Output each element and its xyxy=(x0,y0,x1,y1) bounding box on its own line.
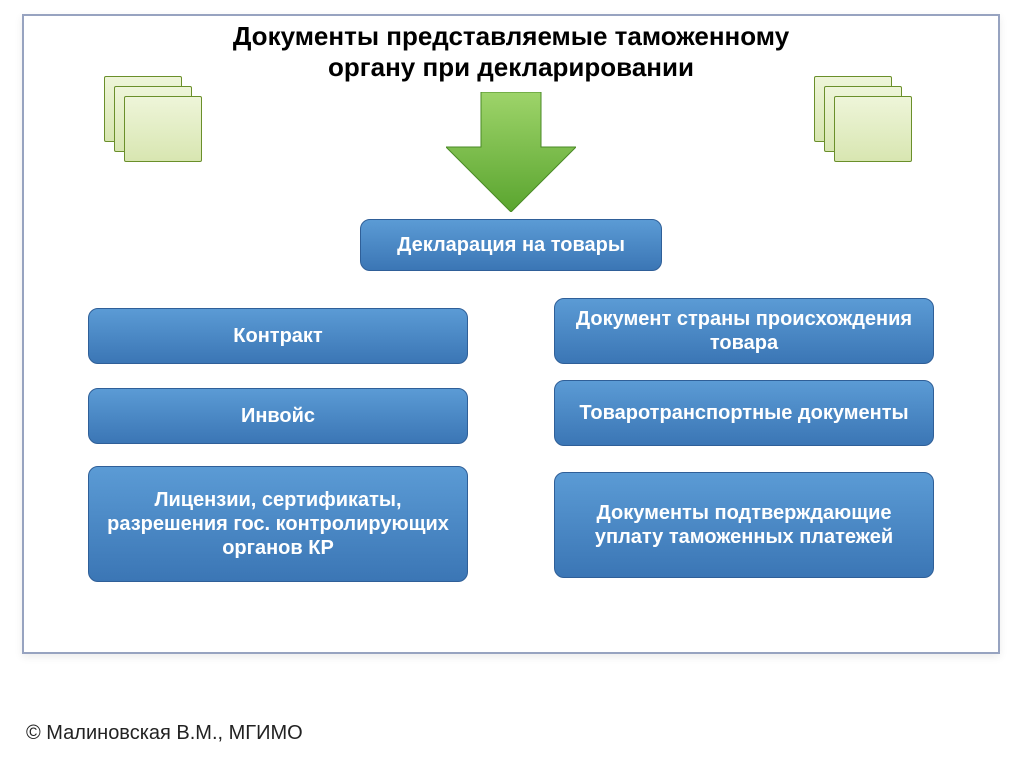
box-label: Лицензии, сертификаты, разрешения гос. к… xyxy=(99,488,457,560)
box-label: Документ страны происхождения товара xyxy=(565,307,923,355)
box-origin-doc: Документ страны происхождения товара xyxy=(554,298,934,364)
footer-credit: © Малиновская В.М., МГИМО xyxy=(26,722,303,745)
box-payment-docs: Документы подтверждающие уплату таможенн… xyxy=(554,472,934,578)
slide-title: Документы представляемые таможенному орг… xyxy=(151,21,871,83)
title-line1: Документы представляемые таможенному xyxy=(151,21,871,52)
box-label: Документы подтверждающие уплату таможенн… xyxy=(565,501,923,549)
box-contract: Контракт xyxy=(88,308,468,364)
box-label: Декларация на товары xyxy=(397,233,625,257)
slide-frame: Документы представляемые таможенному орг… xyxy=(22,14,1000,654)
box-invoice: Инвойс xyxy=(88,388,468,444)
document-stack-icon xyxy=(814,76,914,162)
box-declaration: Декларация на товары xyxy=(360,219,662,271)
title-line2: органу при декларировании xyxy=(151,52,871,83)
box-label: Контракт xyxy=(233,324,322,348)
box-label: Инвойс xyxy=(241,404,315,428)
box-label: Товаротранспортные документы xyxy=(579,401,908,425)
box-licenses: Лицензии, сертификаты, разрешения гос. к… xyxy=(88,466,468,582)
box-transport-docs: Товаротранспортные документы xyxy=(554,380,934,446)
document-stack-icon xyxy=(104,76,204,162)
down-arrow-icon xyxy=(446,92,576,212)
